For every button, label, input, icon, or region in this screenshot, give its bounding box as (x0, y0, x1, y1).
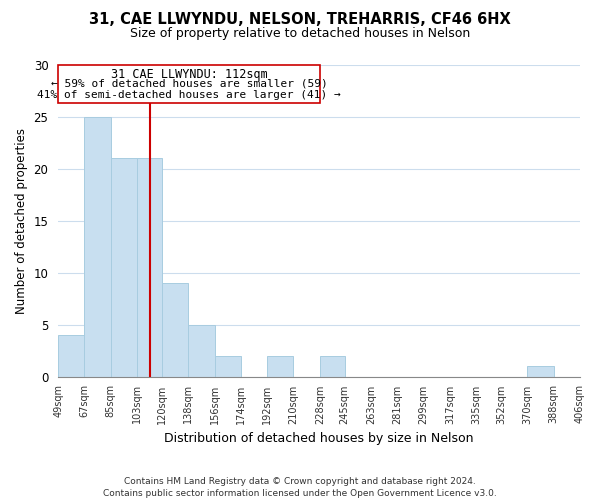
Bar (111, 158, 137, 376)
Bar (215, 356, 241, 376)
FancyBboxPatch shape (58, 65, 320, 104)
Bar (188, 324, 215, 376)
Bar (85, 117, 111, 376)
Text: 41% of semi-detached houses are larger (41) →: 41% of semi-detached houses are larger (… (37, 90, 341, 101)
Bar (320, 356, 344, 376)
Text: Size of property relative to detached houses in Nelson: Size of property relative to detached ho… (130, 28, 470, 40)
Text: Contains HM Land Registry data © Crown copyright and database right 2024.: Contains HM Land Registry data © Crown c… (124, 477, 476, 486)
Bar (137, 158, 162, 376)
Bar (162, 283, 188, 376)
Text: Contains public sector information licensed under the Open Government Licence v3: Contains public sector information licen… (103, 488, 497, 498)
Bar (267, 356, 293, 376)
Bar (58, 335, 85, 376)
Y-axis label: Number of detached properties: Number of detached properties (15, 128, 28, 314)
Text: ← 59% of detached houses are smaller (59): ← 59% of detached houses are smaller (59… (50, 78, 328, 88)
Text: 31, CAE LLWYNDU, NELSON, TREHARRIS, CF46 6HX: 31, CAE LLWYNDU, NELSON, TREHARRIS, CF46… (89, 12, 511, 28)
Text: 31 CAE LLWYNDU: 112sqm: 31 CAE LLWYNDU: 112sqm (110, 68, 268, 80)
X-axis label: Distribution of detached houses by size in Nelson: Distribution of detached houses by size … (164, 432, 474, 445)
Bar (527, 366, 554, 376)
